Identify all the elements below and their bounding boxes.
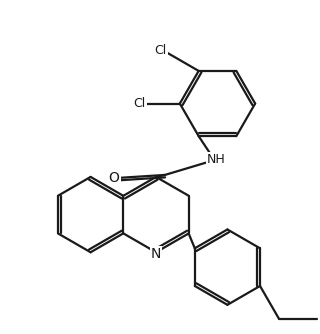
- Text: O: O: [109, 171, 120, 185]
- Text: Cl: Cl: [133, 97, 146, 110]
- Text: NH: NH: [207, 153, 226, 166]
- Text: Cl: Cl: [155, 44, 167, 57]
- Text: N: N: [151, 247, 161, 261]
